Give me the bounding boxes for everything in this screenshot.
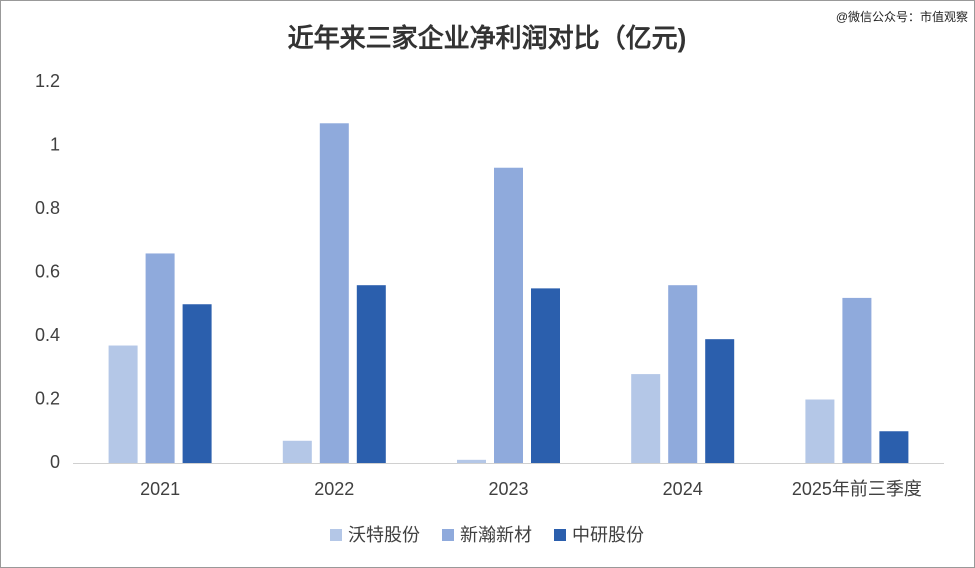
bar bbox=[145, 253, 175, 463]
bar bbox=[182, 304, 212, 463]
legend-label: 中研股份 bbox=[572, 525, 644, 545]
bar bbox=[842, 297, 872, 463]
x-tick-label: 2023 bbox=[488, 479, 528, 499]
bar bbox=[108, 345, 138, 463]
y-tick-label: 1 bbox=[50, 134, 60, 154]
x-tick-label: 2022 bbox=[314, 479, 354, 499]
y-tick-label: 0 bbox=[50, 452, 60, 472]
bar bbox=[879, 431, 909, 463]
legend-swatch bbox=[554, 529, 566, 541]
bar bbox=[457, 459, 486, 463]
bar bbox=[531, 288, 560, 463]
bar bbox=[668, 285, 698, 463]
bar bbox=[356, 285, 386, 463]
legend-label: 沃特股份 bbox=[348, 525, 420, 545]
bar bbox=[705, 339, 735, 463]
bar bbox=[494, 167, 523, 463]
y-tick-label: 0.2 bbox=[35, 388, 60, 408]
x-tick-label: 2021 bbox=[140, 479, 180, 499]
legend-swatch bbox=[330, 529, 342, 541]
chart-title: 近年来三家企业净利润对比（亿元) bbox=[288, 23, 687, 53]
y-tick-label: 1.2 bbox=[35, 71, 60, 91]
bar bbox=[319, 123, 349, 464]
bar bbox=[805, 399, 835, 463]
bar bbox=[631, 374, 661, 463]
x-tick-label: 2024 bbox=[663, 479, 703, 499]
y-tick-label: 0.4 bbox=[35, 325, 60, 345]
y-tick-label: 0.8 bbox=[35, 198, 60, 218]
y-tick-label: 0.6 bbox=[35, 261, 60, 281]
legend-swatch bbox=[442, 529, 454, 541]
bar bbox=[282, 440, 312, 463]
x-tick-label: 2025年前三季度 bbox=[792, 479, 922, 499]
legend-label: 新瀚新材 bbox=[460, 525, 532, 545]
source-note: @微信公众号：市值观察 bbox=[836, 9, 968, 24]
